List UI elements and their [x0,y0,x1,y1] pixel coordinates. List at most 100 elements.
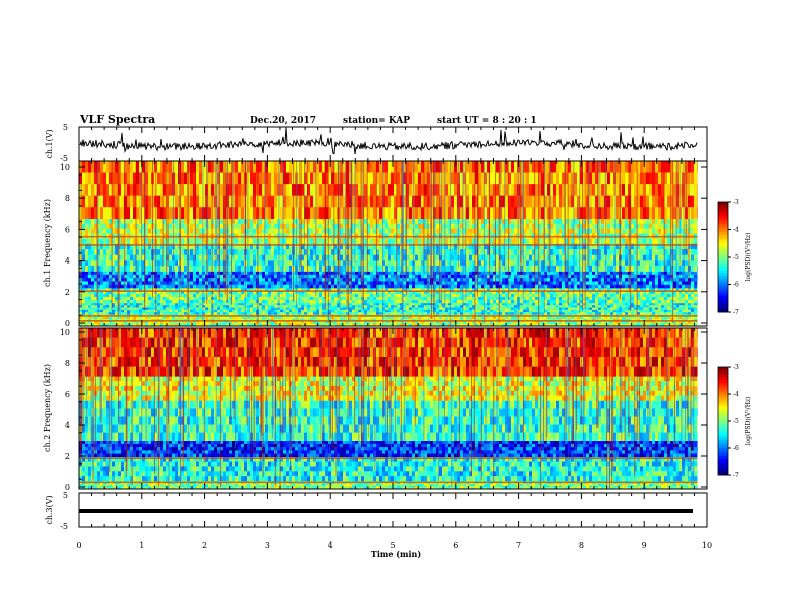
spectrogram-cell [331,281,335,286]
spectrogram-cell [133,291,137,295]
spectrogram-cell [178,305,182,308]
spectrogram-cell [166,309,170,313]
spectrogram-cell [355,284,359,289]
spectrogram-cell [439,243,443,250]
spectrogram-cell [631,288,635,292]
spectrogram-cell [520,254,524,261]
spectrogram-cell [193,296,197,301]
spectrogram-cell [106,274,110,279]
spectrogram-cell [289,284,293,289]
ch1-waveform-panel: 5 -5 ch.1(V) [45,123,708,163]
spectrogram-cell [451,284,455,289]
spectrogram-cell [568,274,572,279]
spectrogram-cell [94,288,98,292]
spectrogram-cell [523,296,527,301]
spectrogram-cell [319,307,323,311]
spectrogram-cell [610,307,614,311]
spectrogram-cell [97,305,101,308]
spectrogram-cell [544,278,548,282]
spectrogram-cell [421,278,425,282]
spectrogram-cell [439,323,443,327]
spectrogram-cell [82,309,86,313]
spectrogram-cell [535,293,539,298]
spectrogram-cell [325,296,329,301]
spectrogram-cell [85,254,89,261]
spectrogram-cell [139,323,143,327]
spectrogram-cell [373,323,377,327]
spectrogram-cell [223,249,227,256]
spectrogram-cell [283,281,287,286]
spectrogram-cell [658,281,662,286]
spectrogram-cell [463,291,467,295]
spectrogram-cell [685,312,689,315]
spectrogram-cell [367,321,371,324]
spectrogram-cell [307,307,311,311]
spectrogram-cell [100,293,104,298]
spectrogram-cell [547,305,551,308]
spectrogram-cell [652,288,656,292]
spectrogram-cell [472,323,476,327]
spectrogram-cell [364,271,368,276]
spectrogram-cell [523,284,527,289]
spectrogram-cell [454,284,458,289]
spectrogram-cell [481,281,485,286]
spectrogram-cell [280,260,284,267]
spectrogram-cell [220,323,224,327]
spectrogram-cell [241,307,245,311]
spectrogram-cell [286,296,290,301]
spectrogram-cell [427,321,431,324]
spectrogram-cell [505,302,509,306]
spectrogram-cell [502,281,506,286]
spectrogram-cell [613,305,617,308]
spectrogram-cell [166,305,170,308]
spectrogram-cell [229,296,233,301]
spectrogram-cell [487,288,491,292]
spectrogram-cell [220,274,224,279]
spectrogram-cell [151,323,155,327]
spectrogram-cell [481,296,485,301]
spectrogram-cell [124,254,128,261]
spectrogram-cell [106,321,110,324]
spectrogram-cell [322,293,326,298]
spectrogram-cell [313,254,317,261]
spectrogram-cell [436,296,440,301]
spectrogram-cell [82,291,86,295]
spectrogram-cell [607,299,611,304]
spectrogram-cell [490,316,494,320]
spectrogram-cell [214,284,218,289]
spectrogram-cell [613,316,617,320]
spectrogram-cell [199,249,203,256]
spectrogram-cell [661,323,665,327]
spectrogram-cell [175,309,179,313]
spectrogram-cell [442,312,446,315]
spectrogram-cell [586,296,590,301]
spectrogram-cell [511,323,515,327]
spectrogram-cell [649,293,653,298]
spectrogram-cell [394,312,398,315]
spectrogram-cell [262,323,266,327]
spectrogram-cell [262,284,266,289]
spectrogram-cell [232,305,236,308]
spectrogram-cell [232,293,236,298]
spectrogram-cell [382,305,386,308]
spectrogram-cell [175,274,179,279]
spectrogram-cell [331,284,335,289]
spectrogram-cell [301,281,305,286]
spectrogram-cell [286,281,290,286]
spectrogram-cell [127,305,131,308]
spectrogram-cell [394,291,398,295]
spectrogram-cell [472,316,476,320]
spectrogram-cell [424,288,428,292]
spectrogram-cell [331,299,335,304]
spectrogram-cell [169,254,173,261]
spectrogram-cell [457,302,461,306]
spectrogram-cell [505,278,509,282]
spectrogram-cell [148,291,152,295]
spectrogram-cell [385,312,389,315]
spectrogram-cell [577,254,581,261]
spectrogram-cell [394,243,398,250]
spectrogram-cell [508,302,512,306]
spectrogram-cell [403,296,407,301]
spectrogram-cell [355,305,359,308]
spectrogram-cell [652,316,656,320]
